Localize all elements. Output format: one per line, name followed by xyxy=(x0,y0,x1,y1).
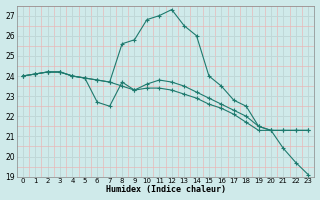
X-axis label: Humidex (Indice chaleur): Humidex (Indice chaleur) xyxy=(106,185,226,194)
